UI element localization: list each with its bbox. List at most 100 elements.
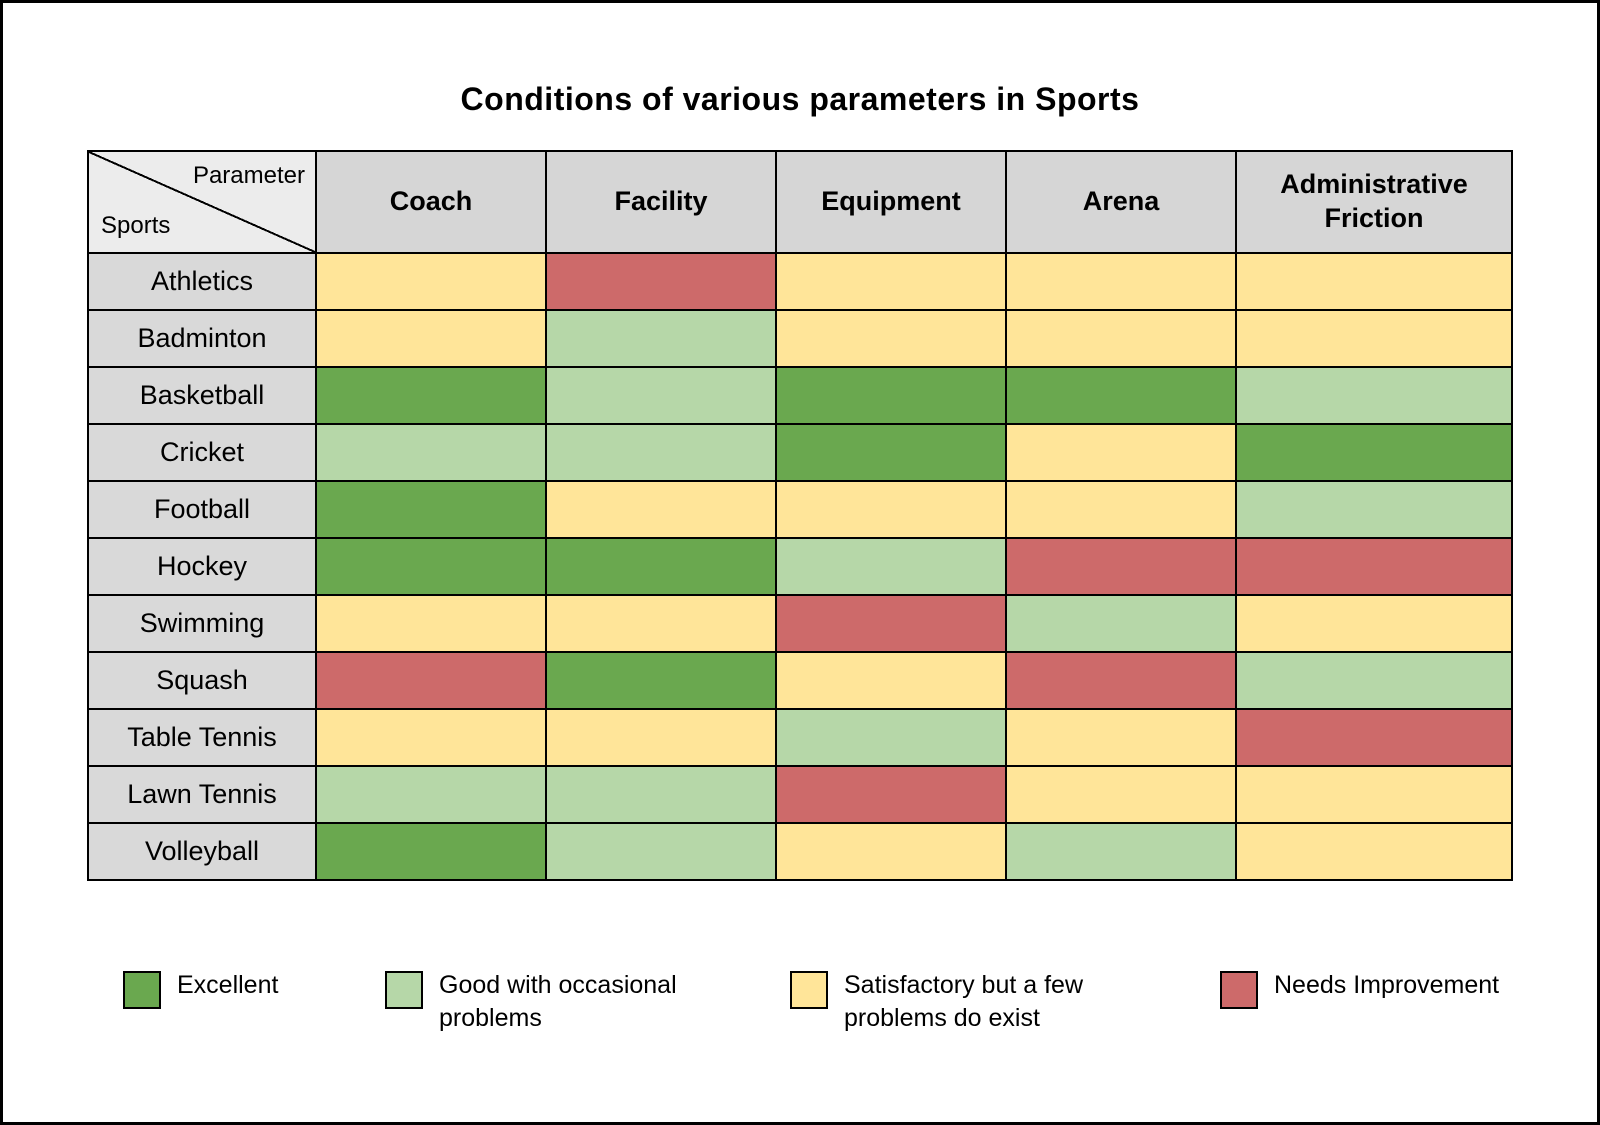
- legend-swatch-satisfactory: [790, 971, 828, 1009]
- cell-table-tennis-administrative-friction: [1235, 708, 1513, 767]
- column-header-coach: Coach: [315, 150, 547, 254]
- cell-volleyball-arena: [1005, 822, 1237, 881]
- cell-lawn-tennis-equipment: [775, 765, 1007, 824]
- cell-basketball-facility: [545, 366, 777, 425]
- legend-label: Good with occasional problems: [439, 971, 677, 1032]
- cell-football-facility: [545, 480, 777, 539]
- cell-cricket-arena: [1005, 423, 1237, 482]
- legend: Excellent Good with occasional problems Sa…: [123, 969, 1597, 1035]
- column-header-facility: Facility: [545, 150, 777, 254]
- cell-swimming-equipment: [775, 594, 1007, 653]
- legend-item-satisfactory: Satisfactory but a few problems do exist: [790, 969, 1220, 1035]
- legend-swatch-needs-improvement: [1220, 971, 1258, 1009]
- row-header-lawn-tennis: Lawn Tennis: [87, 765, 317, 824]
- cell-squash-equipment: [775, 651, 1007, 710]
- cell-swimming-facility: [545, 594, 777, 653]
- legend-item-excellent: Excellent: [123, 969, 385, 1009]
- cell-cricket-coach: [315, 423, 547, 482]
- cell-lawn-tennis-arena: [1005, 765, 1237, 824]
- corner-sports-label: Sports: [101, 212, 171, 239]
- cell-table-tennis-equipment: [775, 708, 1007, 767]
- table-row: Basketball: [87, 366, 1513, 425]
- cell-cricket-facility: [545, 423, 777, 482]
- cell-swimming-arena: [1005, 594, 1237, 653]
- table-row: Lawn Tennis: [87, 765, 1513, 824]
- table-row: Cricket: [87, 423, 1513, 482]
- row-header-badminton: Badminton: [87, 309, 317, 368]
- cell-lawn-tennis-administrative-friction: [1235, 765, 1513, 824]
- table-row: Hockey: [87, 537, 1513, 596]
- cell-volleyball-facility: [545, 822, 777, 881]
- cell-athletics-coach: [315, 252, 547, 311]
- row-header-athletics: Athletics: [87, 252, 317, 311]
- corner-parameter-label: Parameter: [192, 162, 305, 189]
- cell-basketball-coach: [315, 366, 547, 425]
- cell-hockey-arena: [1005, 537, 1237, 596]
- row-header-swimming: Swimming: [87, 594, 317, 653]
- cell-football-equipment: [775, 480, 1007, 539]
- row-header-basketball: Basketball: [87, 366, 317, 425]
- cell-cricket-equipment: [775, 423, 1007, 482]
- cell-badminton-facility: [545, 309, 777, 368]
- cell-badminton-arena: [1005, 309, 1237, 368]
- cell-squash-arena: [1005, 651, 1237, 710]
- cell-cricket-administrative-friction: [1235, 423, 1513, 482]
- cell-football-administrative-friction: [1235, 480, 1513, 539]
- legend-label: Satisfactory but a few problems do exist: [844, 971, 1084, 1032]
- cell-volleyball-coach: [315, 822, 547, 881]
- cell-table-tennis-coach: [315, 708, 547, 767]
- row-header-table-tennis: Table Tennis: [87, 708, 317, 767]
- cell-basketball-equipment: [775, 366, 1007, 425]
- cell-badminton-administrative-friction: [1235, 309, 1513, 368]
- cell-lawn-tennis-facility: [545, 765, 777, 824]
- table-row: Football: [87, 480, 1513, 539]
- legend-item-good: Good with occasional problems: [385, 969, 790, 1035]
- cell-swimming-administrative-friction: [1235, 594, 1513, 653]
- conditions-table: Parameter Sports Coach Facility Equipment A…: [87, 150, 1513, 881]
- corner-cell: Parameter Sports: [87, 150, 317, 254]
- table-row: Table Tennis: [87, 708, 1513, 767]
- cell-table-tennis-arena: [1005, 708, 1237, 767]
- cell-badminton-equipment: [775, 309, 1007, 368]
- legend-item-needs-improvement: Needs Improvement: [1220, 969, 1499, 1009]
- cell-football-coach: [315, 480, 547, 539]
- row-header-squash: Squash: [87, 651, 317, 710]
- column-header-equipment: Equipment: [775, 150, 1007, 254]
- cell-athletics-equipment: [775, 252, 1007, 311]
- cell-athletics-facility: [545, 252, 777, 311]
- cell-volleyball-administrative-friction: [1235, 822, 1513, 881]
- row-header-cricket: Cricket: [87, 423, 317, 482]
- cell-basketball-arena: [1005, 366, 1237, 425]
- cell-lawn-tennis-coach: [315, 765, 547, 824]
- cell-football-arena: [1005, 480, 1237, 539]
- legend-label: Needs Improvement: [1274, 971, 1500, 999]
- cell-badminton-coach: [315, 309, 547, 368]
- table-row: Swimming: [87, 594, 1513, 653]
- row-header-hockey: Hockey: [87, 537, 317, 596]
- table-row: Volleyball: [87, 822, 1513, 881]
- cell-athletics-arena: [1005, 252, 1237, 311]
- column-header-arena: Arena: [1005, 150, 1237, 254]
- table-row: Badminton: [87, 309, 1513, 368]
- legend-swatch-good: [385, 971, 423, 1009]
- cell-squash-administrative-friction: [1235, 651, 1513, 710]
- cell-hockey-coach: [315, 537, 547, 596]
- table-row: Squash: [87, 651, 1513, 710]
- row-header-football: Football: [87, 480, 317, 539]
- cell-squash-coach: [315, 651, 547, 710]
- cell-hockey-facility: [545, 537, 777, 596]
- cell-hockey-administrative-friction: [1235, 537, 1513, 596]
- legend-swatch-excellent: [123, 971, 161, 1009]
- cell-table-tennis-facility: [545, 708, 777, 767]
- cell-athletics-administrative-friction: [1235, 252, 1513, 311]
- page-title: Conditions of various parameters in Spor…: [460, 81, 1140, 117]
- cell-volleyball-equipment: [775, 822, 1007, 881]
- table-row: Athletics: [87, 252, 1513, 311]
- cell-basketball-administrative-friction: [1235, 366, 1513, 425]
- cell-hockey-equipment: [775, 537, 1007, 596]
- cell-squash-facility: [545, 651, 777, 710]
- row-header-volleyball: Volleyball: [87, 822, 317, 881]
- column-header-administrative-friction: Administrative Friction: [1235, 150, 1513, 254]
- header-row: Parameter Sports Coach Facility Equipment A…: [87, 150, 1513, 254]
